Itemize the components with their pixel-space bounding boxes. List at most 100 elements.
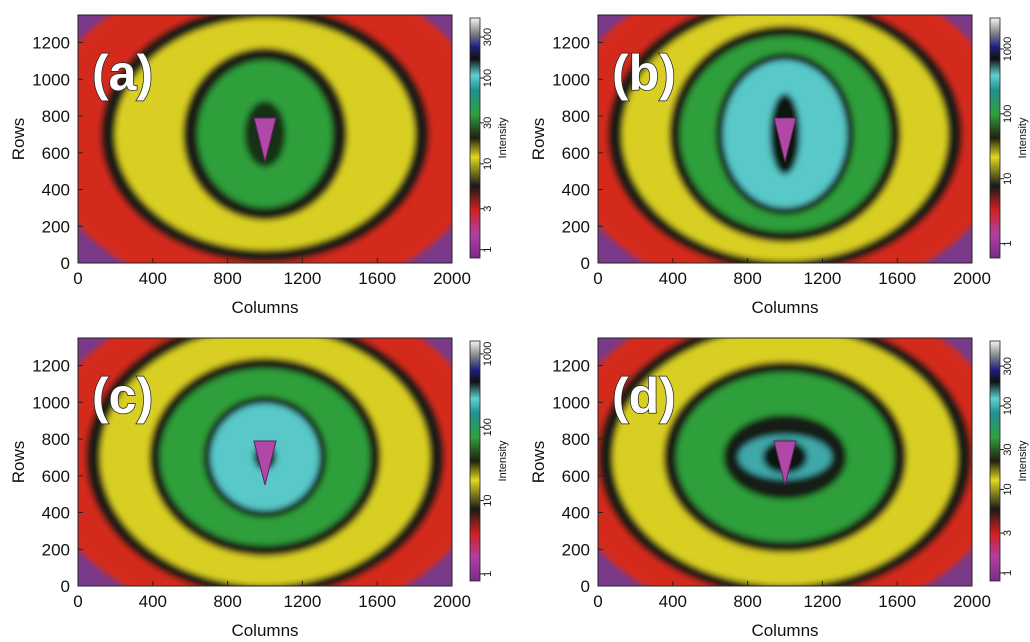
plot-frame bbox=[77, 337, 453, 587]
x-tick-label: 1200 bbox=[283, 269, 321, 288]
colorbar-tick-label: 1 bbox=[482, 571, 494, 577]
core bbox=[253, 440, 277, 486]
colorbar-tick-label: 1000 bbox=[1002, 37, 1014, 61]
colorbar-tick-label: 300 bbox=[1002, 357, 1014, 375]
x-axis-label: Columns bbox=[231, 621, 298, 637]
x-tick-label: 1600 bbox=[878, 269, 916, 288]
plot-frame bbox=[597, 337, 973, 587]
x-tick-label: 1600 bbox=[358, 269, 396, 288]
x-tick-label: 800 bbox=[733, 592, 761, 611]
y-tick-label: 1000 bbox=[32, 70, 70, 89]
colorbar bbox=[469, 17, 481, 259]
y-tick-label: 1000 bbox=[32, 393, 70, 412]
colorbar-tick-label: 100 bbox=[482, 69, 494, 87]
colorbar-tick-label: 1 bbox=[482, 247, 494, 253]
panel-label: (b) bbox=[612, 45, 676, 101]
y-tick-label: 800 bbox=[42, 107, 70, 126]
y-axis-label: Rows bbox=[9, 118, 28, 161]
panel: 0 400 800 1200 1600 2000 0 200 400 600 800 1000 1200… bbox=[9, 14, 509, 317]
colorbar-tick-label: 1 bbox=[1002, 241, 1014, 247]
colorbar bbox=[469, 340, 481, 582]
y-tick-label: 1200 bbox=[552, 34, 590, 53]
x-tick-label: 1200 bbox=[283, 592, 321, 611]
y-tick-label: 0 bbox=[61, 577, 70, 596]
y-axis-label: Rows bbox=[529, 118, 548, 161]
x-axis-label: Columns bbox=[231, 298, 298, 317]
x-tick-label: 1600 bbox=[878, 592, 916, 611]
y-tick-label: 400 bbox=[42, 181, 70, 200]
colorbar-label: Intensity bbox=[1017, 117, 1029, 158]
colorbar-tick-label: 3 bbox=[1002, 530, 1014, 536]
colorbar-tick-label: 10 bbox=[482, 158, 494, 170]
x-tick-label: 800 bbox=[733, 269, 761, 288]
colorbar-tick-label: 3 bbox=[482, 206, 494, 212]
colorbar-tick-label: 10 bbox=[1002, 483, 1014, 495]
y-tick-label: 600 bbox=[562, 467, 590, 486]
x-tick-label: 800 bbox=[213, 592, 241, 611]
heatmap-image bbox=[598, 15, 972, 263]
colorbar bbox=[989, 340, 1001, 582]
y-tick-label: 600 bbox=[42, 144, 70, 163]
x-tick-label: 0 bbox=[593, 592, 602, 611]
x-tick-label: 2000 bbox=[953, 592, 991, 611]
panel: 0 400 800 1200 1600 2000 0 200 400 600 800 1000 1200… bbox=[9, 337, 509, 640]
y-tick-label: 800 bbox=[562, 430, 590, 449]
x-tick-label: 1200 bbox=[803, 592, 841, 611]
y-tick-label: 200 bbox=[42, 540, 70, 559]
x-tick-label: 1600 bbox=[358, 592, 396, 611]
colorbar-tick-label: 100 bbox=[1002, 397, 1014, 415]
colorbar bbox=[989, 17, 1001, 259]
x-tick-label: 400 bbox=[659, 592, 687, 611]
heatmap-image bbox=[78, 338, 452, 586]
y-tick-label: 800 bbox=[42, 430, 70, 449]
panel-label: (d) bbox=[612, 368, 676, 424]
core bbox=[253, 117, 277, 163]
colorbar-tick-label: 10 bbox=[482, 494, 494, 506]
x-tick-label: 0 bbox=[73, 269, 82, 288]
y-tick-label: 400 bbox=[42, 504, 70, 523]
heatmap-image bbox=[598, 338, 972, 586]
y-tick-label: 1200 bbox=[32, 34, 70, 53]
colorbar-label: Intensity bbox=[497, 117, 509, 158]
y-tick-label: 1200 bbox=[552, 357, 590, 376]
y-tick-label: 0 bbox=[581, 577, 590, 596]
y-tick-label: 400 bbox=[562, 504, 590, 523]
colorbar-tick-label: 30 bbox=[1002, 443, 1014, 455]
x-tick-label: 2000 bbox=[433, 592, 471, 611]
y-tick-label: 1000 bbox=[552, 393, 590, 412]
x-tick-label: 2000 bbox=[433, 269, 471, 288]
x-tick-label: 800 bbox=[213, 269, 241, 288]
colorbar-tick-label: 10 bbox=[1002, 173, 1014, 185]
y-tick-label: 0 bbox=[61, 254, 70, 273]
y-tick-label: 1000 bbox=[552, 70, 590, 89]
colorbar-tick-label: 100 bbox=[1002, 105, 1014, 123]
y-tick-label: 600 bbox=[562, 144, 590, 163]
core bbox=[773, 117, 797, 163]
x-tick-label: 0 bbox=[593, 269, 602, 288]
colorbar-label: Intensity bbox=[497, 440, 509, 481]
colorbar-tick-label: 1000 bbox=[482, 342, 494, 366]
heatmap-image bbox=[78, 15, 452, 263]
x-tick-label: 1200 bbox=[803, 269, 841, 288]
y-tick-label: 600 bbox=[42, 467, 70, 486]
y-axis-label: Rows bbox=[529, 441, 548, 484]
x-tick-label: 400 bbox=[139, 269, 167, 288]
y-tick-label: 200 bbox=[42, 217, 70, 236]
y-tick-label: 400 bbox=[562, 181, 590, 200]
colorbar-label: Intensity bbox=[1017, 440, 1029, 481]
y-tick-label: 1200 bbox=[32, 357, 70, 376]
colorbar-tick-label: 100 bbox=[482, 418, 494, 436]
y-axis-label: Rows bbox=[9, 441, 28, 484]
x-tick-label: 400 bbox=[139, 592, 167, 611]
x-axis-label: Columns bbox=[751, 298, 818, 317]
x-axis-label: Columns bbox=[751, 621, 818, 637]
x-tick-label: 2000 bbox=[953, 269, 991, 288]
plot-frame bbox=[77, 14, 453, 264]
y-tick-label: 200 bbox=[562, 540, 590, 559]
colorbar-tick-label: 1 bbox=[1002, 570, 1014, 576]
x-tick-label: 0 bbox=[73, 592, 82, 611]
colorbar-tick-label: 30 bbox=[482, 117, 494, 129]
panel: 0 400 800 1200 1600 2000 0 200 400 600 800 1000 1200… bbox=[529, 14, 1029, 317]
x-tick-label: 400 bbox=[659, 269, 687, 288]
